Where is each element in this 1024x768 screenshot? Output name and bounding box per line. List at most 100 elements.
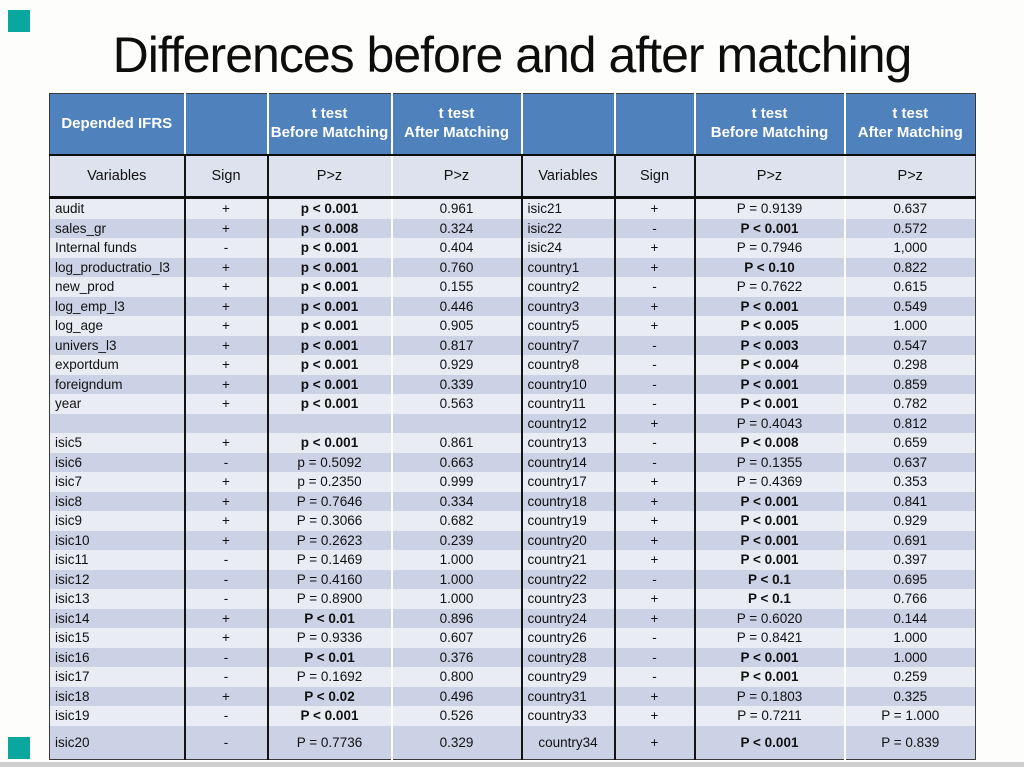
pvalue-before-cell: P = 0.1692	[267, 667, 393, 687]
group-header-line1: t test	[311, 105, 348, 123]
sub-header-cell: P>z	[694, 155, 846, 199]
table-row: isic5 + p < 0.001 0.861 country13- P < 0.008 0…	[49, 433, 976, 453]
pvalue-before-cell: P = 0.9139	[694, 197, 846, 219]
sub-header-cell: Variables	[49, 155, 186, 199]
variable-cell: country26	[521, 628, 616, 648]
table-row: new_prod + p < 0.001 0.155 country2- P = 0.76…	[49, 277, 976, 297]
pvalue-after-cell: 0.766	[893, 591, 928, 607]
pvalue-before-cell: P < 0.001	[694, 491, 846, 511]
variable-cell: audit	[49, 197, 186, 219]
variable-cell: country14	[521, 452, 616, 472]
sign-cell: +	[614, 686, 696, 706]
pvalue-after-cell: 0.155	[391, 277, 523, 297]
sign-cell: +	[614, 316, 696, 336]
table-row: isic19- P < 0.001 0.526 country33 + P = 0.721…	[49, 706, 976, 726]
pvalue-after-cell: 0.339	[391, 374, 523, 394]
table-row: log_emp_l3 + p < 0.001 0.446 country3 + P < 0.…	[49, 296, 976, 316]
variable-cell: country17	[521, 472, 616, 492]
table-row: isic13- P = 0.8900 1.000 country23 + P < 0.1 0…	[49, 589, 976, 609]
table-row: isic7 + p = 0.2350 0.999 country17 + P = 0.436…	[49, 472, 976, 492]
pvalue-after-cell: 0.572	[893, 220, 928, 236]
pvalue-after-cell: 0.324	[391, 218, 523, 238]
slide-accent-square-bottom	[8, 737, 30, 759]
sign-cell: +	[614, 257, 696, 277]
variable-cell: country28	[521, 647, 616, 667]
table-row: sales_gr + p < 0.008 0.324 isic22- P < 0.001 0…	[49, 218, 976, 238]
table-row: isic17- P = 0.1692 0.800 country29- P < 0.00…	[49, 667, 976, 687]
table-row: isic8 + P = 0.7646 0.334 country18 + P < 0.001…	[49, 491, 976, 511]
sign-cell: -	[614, 569, 696, 589]
variable-cell: isic24	[521, 238, 616, 258]
variable-cell: log_emp_l3	[49, 296, 186, 316]
pvalue-after-cell: 0.329	[391, 725, 523, 759]
pvalue-after-cell: 0.812	[893, 415, 928, 431]
sign-cell: +	[184, 277, 269, 297]
sign-cell: +	[184, 374, 269, 394]
sign-cell	[184, 413, 269, 433]
variable-cell: isic8	[49, 491, 186, 511]
variable-cell: country33	[521, 706, 616, 726]
variable-cell: foreigndum	[49, 374, 186, 394]
group-header-cell	[614, 93, 696, 156]
sign-cell: +	[184, 335, 269, 355]
pvalue-before-cell: P = 0.1355	[694, 452, 846, 472]
variable-cell	[49, 413, 186, 433]
pvalue-before-cell: P = 0.8900	[267, 589, 393, 609]
sign-cell: +	[184, 197, 269, 219]
sign-cell: +	[184, 686, 269, 706]
pvalue-before-cell: P < 0.10	[694, 257, 846, 277]
sign-cell: +	[614, 472, 696, 492]
sign-cell: -	[614, 218, 696, 238]
group-header-line2: Before Matching	[270, 124, 389, 141]
pvalue-before-cell: p < 0.008	[267, 218, 393, 238]
pvalue-before-cell: P < 0.001	[694, 550, 846, 570]
group-header-line2: After Matching	[857, 124, 963, 141]
pvalue-before-cell: P = 0.9336	[267, 628, 393, 648]
pvalue-before-cell: P < 0.001	[694, 725, 846, 759]
sub-header-cell: Variables	[521, 155, 616, 199]
variable-cell: isic11	[49, 550, 186, 570]
pvalue-after-cell: 0.682	[391, 511, 523, 531]
pvalue-before-cell: p < 0.001	[267, 238, 393, 258]
table-row: isic10 + P = 0.2623 0.239 country20 + P < 0.00…	[49, 530, 976, 550]
variable-cell: isic12	[49, 569, 186, 589]
pvalue-after-cell: 0.615	[893, 279, 928, 295]
sign-cell: +	[614, 197, 696, 219]
sign-cell: +	[184, 491, 269, 511]
pvalue-before-cell: P < 0.008	[694, 433, 846, 453]
variable-cell: country2	[521, 277, 616, 297]
variable-cell: country19	[521, 511, 616, 531]
sub-header-cell: Sign	[614, 155, 696, 199]
sign-cell: +	[184, 257, 269, 277]
pvalue-before-cell: P < 0.02	[267, 686, 393, 706]
table-row: isic18 + P < 0.02 0.496 country31 + P = 0.1803…	[49, 686, 976, 706]
pvalue-after-cell: 1.000	[391, 569, 523, 589]
slide-edge-strip	[0, 762, 1024, 767]
pvalue-before-cell: P < 0.01	[267, 608, 393, 628]
sign-cell: +	[614, 608, 696, 628]
sign-cell: +	[184, 628, 269, 648]
pvalue-before-cell: p < 0.001	[267, 197, 393, 219]
variable-cell: isic16	[49, 647, 186, 667]
pvalue-after-cell: 0.961	[391, 197, 523, 219]
sign-cell: +	[184, 511, 269, 531]
sign-cell: -	[614, 277, 696, 297]
variable-cell: isic5	[49, 433, 186, 453]
pvalue-before-cell: p = 0.2350	[267, 472, 393, 492]
pvalue-after-cell: 0.861	[391, 433, 523, 453]
variable-cell: log_age	[49, 316, 186, 336]
sign-cell: +	[184, 394, 269, 414]
table-row: isic20- P = 0.7736 0.329 country34 + P < 0.00…	[49, 725, 976, 759]
variable-cell: isic21	[521, 197, 616, 219]
slide-title: Differences before and after matching	[112, 27, 913, 83]
sign-cell: -	[184, 725, 269, 759]
variable-cell: isic22	[521, 218, 616, 238]
table-row: univers_l3 + p < 0.001 0.817 country7- P < 0.…	[49, 335, 976, 355]
pvalue-before-cell: P = 0.7736	[267, 725, 393, 759]
variable-cell: isic10	[49, 530, 186, 550]
pvalue-after-cell: 0.144	[893, 610, 928, 626]
pvalue-after-cell: 0.446	[391, 296, 523, 316]
variable-cell: country20	[521, 530, 616, 550]
sign-cell: +	[184, 433, 269, 453]
group-header-cell: t test After Matching	[844, 93, 976, 156]
